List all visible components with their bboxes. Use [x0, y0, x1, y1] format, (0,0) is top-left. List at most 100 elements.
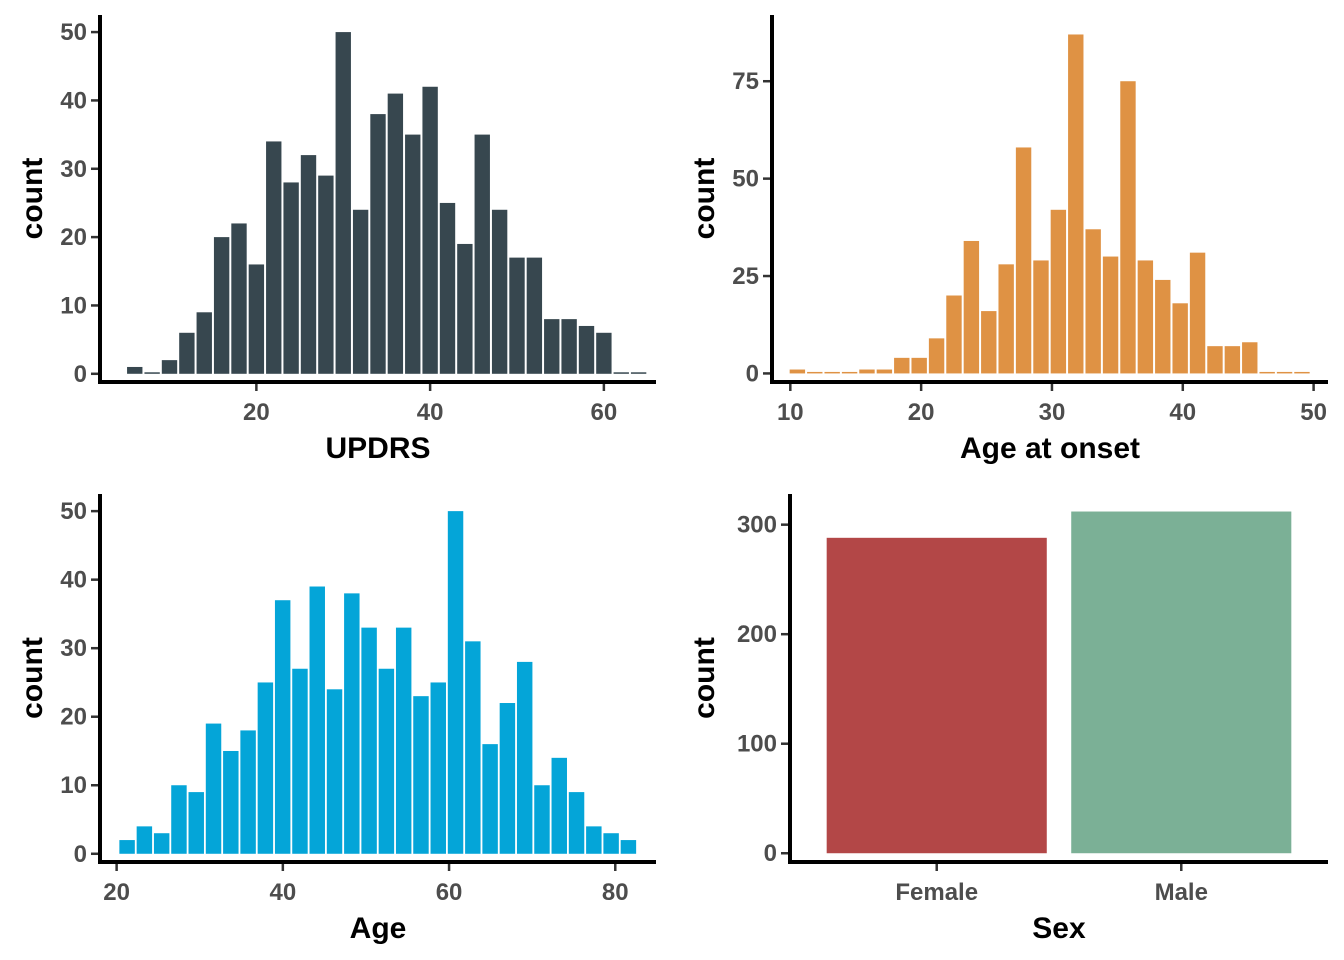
age-bar	[447, 511, 464, 854]
age-bar	[499, 703, 516, 854]
updrs-bar	[422, 86, 438, 374]
y-tick-label: 30	[60, 635, 87, 662]
age-at-onset-bar	[981, 311, 997, 374]
axis-lines	[770, 15, 1328, 384]
age-at-onset-bar	[1207, 346, 1223, 374]
age-at-onset-bar	[841, 371, 858, 374]
y-tick-label: 300	[737, 512, 777, 539]
age-at-onset-bar	[911, 357, 927, 374]
x-tick-label: 80	[602, 879, 629, 906]
age-bar	[326, 689, 343, 854]
age-at-onset-bar	[963, 240, 980, 374]
y-axis-title: count	[16, 637, 49, 719]
x-tick-label: 20	[243, 399, 270, 426]
y-tick-label: 10	[60, 772, 87, 799]
updrs-bar	[127, 366, 143, 374]
updrs-bar	[196, 312, 212, 374]
updrs-bar	[474, 134, 490, 374]
updrs-bar	[544, 319, 560, 374]
age-bar	[620, 840, 637, 854]
updrs-bar	[161, 360, 178, 374]
age-histogram-panel: 20 40 60 80 0 10 20 30 40 50 Age count	[16, 494, 656, 945]
age-at-onset-bar	[1189, 252, 1206, 374]
age-bar	[257, 682, 274, 854]
y-tick-label: 25	[732, 263, 759, 290]
x-axis-title: UPDRS	[325, 432, 430, 465]
x-tick-label: 40	[269, 879, 296, 906]
updrs-bar	[179, 332, 195, 374]
updrs-bar	[596, 332, 612, 374]
y-tick-label: 50	[60, 19, 87, 46]
age-bar	[119, 840, 135, 854]
x-tick-label: 40	[417, 399, 444, 426]
y-tick-label: 50	[732, 166, 759, 193]
age-bar	[292, 668, 308, 854]
age-at-onset-bar	[1242, 342, 1258, 374]
updrs-bar	[248, 264, 265, 374]
x-tick-label: 40	[1169, 399, 1196, 426]
age-bar	[568, 792, 585, 854]
updrs-bar	[613, 372, 629, 374]
updrs-bar	[439, 202, 456, 374]
age-bar	[309, 586, 325, 854]
updrs-bar	[266, 141, 282, 374]
age-at-onset-bar	[894, 357, 910, 374]
updrs-bar	[300, 155, 317, 374]
age-at-onset-bar	[1068, 34, 1084, 374]
updrs-bar	[387, 93, 404, 374]
y-tick-label: 100	[737, 731, 777, 758]
sex-bar-chart-panel: Female Male 0 100 200 300 Sex count	[688, 494, 1328, 945]
x-tick-label: 60	[591, 399, 618, 426]
axis-lines	[98, 15, 656, 384]
age-at-onset-bar	[1102, 256, 1119, 374]
updrs-bar	[578, 325, 595, 374]
updrs-bar	[509, 257, 525, 374]
y-tick-label: 20	[60, 704, 87, 731]
age-at-onset-bar	[1085, 229, 1101, 374]
updrs-bar	[144, 372, 160, 374]
updrs-bar	[283, 182, 299, 374]
updrs-bar	[457, 243, 473, 374]
x-tick-label: 60	[436, 879, 463, 906]
age-at-onset-bar	[1294, 371, 1310, 374]
x-axis-title: Sex	[1032, 912, 1086, 945]
y-tick-label: 20	[60, 224, 87, 251]
y-tick-label: 200	[737, 621, 777, 648]
y-tick-label: 50	[60, 498, 87, 525]
age-at-onset-bar	[789, 369, 806, 374]
age-at-onset-bar	[1155, 279, 1171, 374]
y-tick-label: 0	[746, 360, 759, 387]
age-bar	[274, 600, 291, 854]
age-bar	[465, 641, 481, 854]
y-axis-title: count	[688, 158, 721, 240]
age-bar	[395, 627, 412, 854]
age-bar	[413, 696, 429, 854]
axis-lines	[788, 494, 1328, 864]
y-tick-label: 30	[60, 156, 87, 183]
y-tick-label: 40	[60, 87, 87, 114]
age-bar	[482, 744, 498, 854]
updrs-bar	[491, 209, 508, 374]
age-bar	[430, 682, 446, 854]
y-tick-label: 10	[60, 292, 87, 319]
age-at-onset-bar	[859, 369, 875, 374]
age-bar	[240, 730, 256, 854]
age-at-onset-bar	[1120, 81, 1136, 374]
updrs-bar	[561, 319, 577, 374]
x-tick-label: 20	[908, 399, 935, 426]
updrs-bar	[405, 134, 421, 374]
age-at-onset-bar	[824, 371, 840, 374]
x-axis-title: Age	[350, 912, 407, 945]
age-bar	[516, 661, 533, 854]
bar-male	[1071, 511, 1292, 854]
age-at-onset-bar	[876, 369, 893, 374]
x-tick-label: 20	[103, 879, 130, 906]
y-tick-label: 40	[60, 567, 87, 594]
y-tick-label: 0	[764, 840, 777, 867]
age-at-onset-bar	[946, 295, 962, 374]
age-bar	[223, 750, 239, 854]
y-axis-title: count	[688, 637, 721, 719]
updrs-bar	[630, 372, 647, 374]
age-bar	[136, 826, 153, 854]
